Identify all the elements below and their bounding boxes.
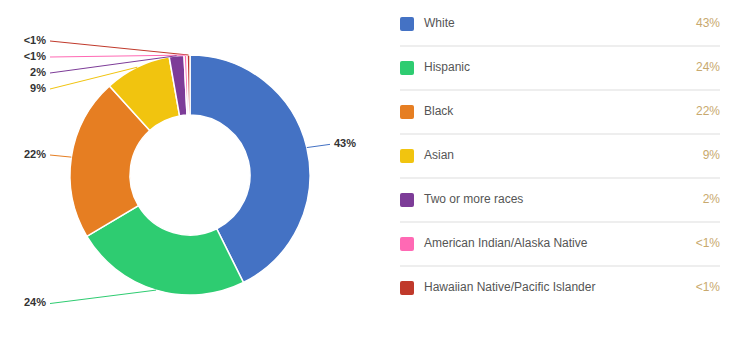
legend-separator: [400, 178, 720, 179]
legend-separator: [400, 266, 720, 267]
data-label: 2%: [30, 66, 46, 78]
wedges: [70, 55, 310, 295]
leader-line: [50, 155, 71, 157]
legend-separator: [400, 46, 720, 47]
data-label: 22%: [24, 148, 46, 160]
legend-separator: [400, 222, 720, 223]
legend-value: 24%: [696, 60, 720, 74]
leader-line: [50, 41, 189, 55]
leader-line: [50, 290, 156, 303]
leader-line: [50, 55, 186, 57]
legend-swatch: [400, 17, 414, 31]
legend-separator: [400, 90, 720, 91]
leader-line: [307, 144, 330, 147]
legend-label: Hawaiian Native/Pacific Islander: [424, 280, 595, 294]
chart: <1% <1% 2% 9% 22% 24% 43% White 43% Hispanic 24% Bl…: [0, 0, 732, 351]
legend-label: Hispanic: [424, 60, 470, 74]
legend-label: Two or more races: [424, 192, 523, 206]
data-label: <1%: [24, 34, 47, 46]
legend-separator: [400, 134, 720, 135]
legend-value: 9%: [703, 148, 721, 162]
legend-swatch: [400, 105, 414, 119]
legend-swatch: [400, 281, 414, 295]
legend-value: <1%: [696, 236, 721, 250]
legend-swatch: [400, 61, 414, 75]
legend-label: American Indian/Alaska Native: [424, 236, 588, 250]
legend-label: White: [424, 16, 455, 30]
legend-value: 22%: [696, 104, 720, 118]
legend: White 43% Hispanic 24% Black 22% Asian 9% Two or…: [400, 16, 720, 295]
legend-value: <1%: [696, 280, 721, 294]
legend-value: 2%: [703, 192, 721, 206]
legend-value: 43%: [696, 16, 720, 30]
data-labels: <1% <1% 2% 9% 22% 24% 43%: [24, 34, 357, 309]
legend-label: Black: [424, 104, 454, 118]
legend-swatch: [400, 193, 414, 207]
leader-line: [50, 56, 177, 73]
data-label: 43%: [334, 137, 356, 149]
legend-label: Asian: [424, 148, 454, 162]
wedge: [187, 55, 190, 115]
data-label: 24%: [24, 296, 46, 308]
legend-swatch: [400, 149, 414, 163]
leader-line: [50, 67, 137, 89]
data-label: <1%: [24, 50, 47, 62]
legend-swatch: [400, 237, 414, 251]
wedge: [109, 57, 179, 131]
data-label: 9%: [30, 82, 46, 94]
